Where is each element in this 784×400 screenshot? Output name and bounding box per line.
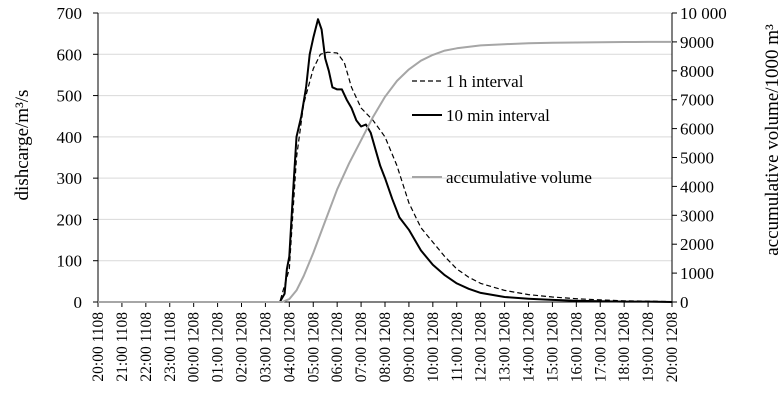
series-line-accumulative-volume: [98, 40, 672, 303]
x-tick-label: 13:00 1208: [497, 312, 514, 382]
y2-axis-title: accumulative volume/1000 m³: [762, 24, 783, 256]
series-line-10-min-interval: [98, 18, 673, 303]
x-tick-label: 04:00 1208: [281, 312, 298, 382]
y-tick-label: 300: [57, 169, 83, 188]
x-tick-label: 14:00 1208: [521, 312, 538, 382]
x-tick-label: 00:00 1208: [186, 312, 203, 382]
x-tick-label: 05:00 1208: [305, 312, 322, 382]
x-tick-label: 18:00 1208: [616, 312, 633, 382]
y-tick-label: 500: [57, 87, 83, 106]
y-tick-label: 0: [74, 293, 83, 312]
legend: 1 h interval 10 min interval accumulativ…: [412, 72, 592, 187]
series-line-1-h-interval: [98, 51, 673, 303]
y2-tick-label: 1000: [680, 264, 714, 283]
y2-tick-label: 3000: [680, 206, 714, 225]
x-tick-label: 15:00 1208: [544, 312, 561, 382]
y2-tick-label: 5000: [680, 149, 714, 168]
y2-tick-label: 2000: [680, 235, 714, 254]
x-tick-label: 08:00 1208: [377, 312, 394, 382]
y-tick-label: 400: [57, 128, 83, 147]
x-tick-label: 02:00 1208: [234, 312, 251, 382]
y-tick-label: 700: [57, 4, 83, 23]
x-tick-label: 01:00 1208: [210, 312, 227, 382]
legend-label-accumulative-volume: accumulative volume: [446, 168, 592, 187]
y2-tick-label: 0: [680, 293, 689, 312]
y2-tick-label: 6000: [680, 120, 714, 139]
x-tick-label: 17:00 1208: [592, 312, 609, 382]
x-tick-label: 03:00 1208: [257, 312, 274, 382]
legend-label-1h-interval: 1 h interval: [446, 72, 524, 91]
y2-tick-label: 9000: [680, 33, 714, 52]
y-axis-title: dishcarge/m³/s: [12, 90, 33, 201]
x-tick-label: 16:00 1208: [568, 312, 585, 382]
y2-tick-label: 4000: [680, 177, 714, 196]
y-tick-label: 200: [57, 210, 83, 229]
x-tick-label: 20:00 1108: [90, 312, 107, 382]
x-tick-label: 07:00 1208: [353, 312, 370, 382]
x-tick-label: 21:00 1108: [114, 312, 131, 382]
series-layer: [98, 18, 673, 303]
x-tick-label: 11:00 1208: [449, 312, 466, 382]
y2-tick-label: 10 000: [680, 4, 727, 23]
x-tick-label: 20:00 1208: [664, 312, 681, 382]
y-tick-label: 100: [57, 252, 83, 271]
x-tick-label: 09:00 1208: [401, 312, 418, 382]
legend-label-10min-interval: 10 min interval: [446, 106, 550, 125]
ticks-layer: 0100200300400500600700010002000300040005…: [57, 4, 727, 382]
x-tick-label: 06:00 1208: [329, 312, 346, 382]
y-tick-label: 600: [57, 45, 83, 64]
y2-tick-label: 7000: [680, 91, 714, 110]
grid-layer: [98, 12, 672, 262]
x-tick-label: 23:00 1108: [162, 312, 179, 382]
axes-layer: [93, 12, 677, 307]
x-tick-label: 19:00 1208: [640, 312, 657, 382]
y2-tick-label: 8000: [680, 62, 714, 81]
x-tick-label: 22:00 1108: [138, 312, 155, 382]
x-tick-label: 10:00 1208: [425, 312, 442, 382]
x-tick-label: 12:00 1208: [473, 312, 490, 382]
